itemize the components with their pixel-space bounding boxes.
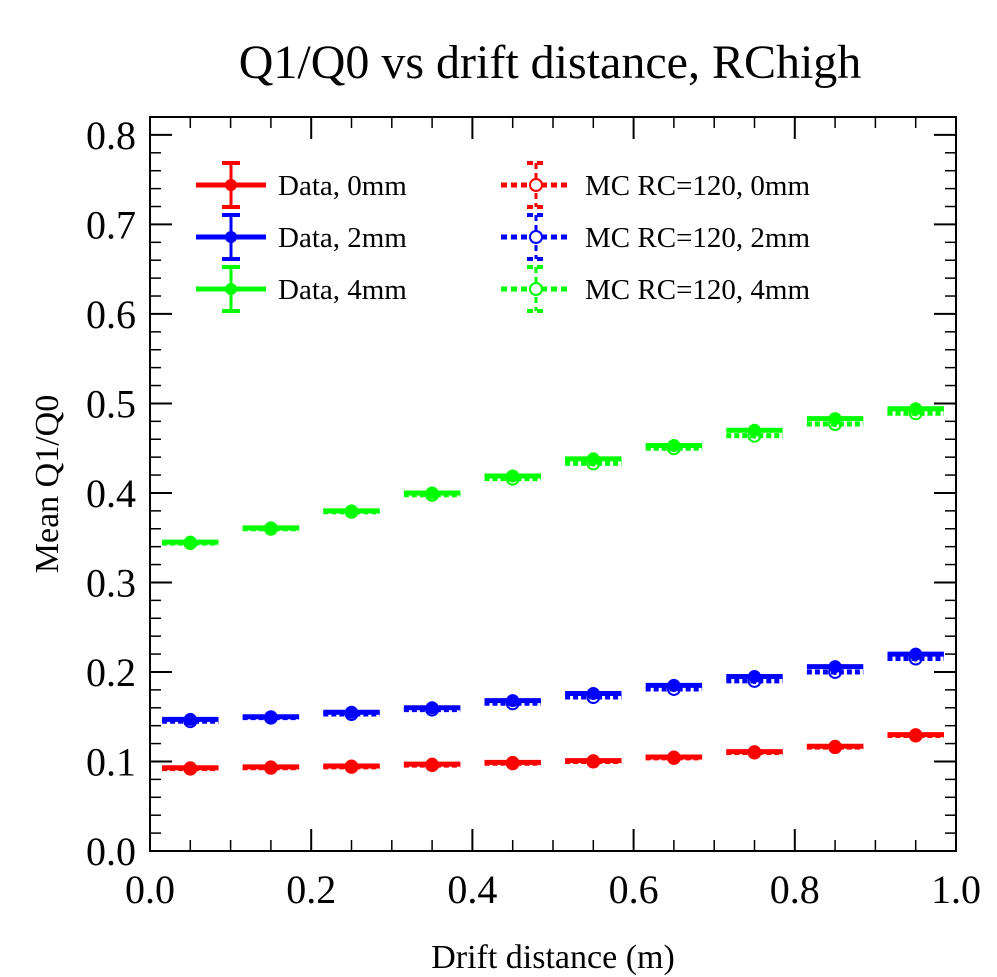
data-point	[828, 664, 843, 679]
series-5	[162, 406, 944, 551]
y-tick-label: 0.2	[86, 650, 136, 695]
x-tick-label: 0.4	[447, 867, 497, 912]
data-point	[344, 707, 359, 722]
data-point	[908, 728, 923, 743]
legend-marker	[529, 282, 543, 296]
x-tick-label: 0.8	[770, 867, 820, 912]
data-point	[425, 702, 440, 717]
data-point	[344, 504, 359, 519]
legend-entry: MC RC=120, 2mm	[501, 213, 810, 261]
data-point	[263, 710, 278, 725]
data-point	[505, 756, 520, 771]
chart-title: Q1/Q0 vs drift distance, RChigh	[239, 36, 862, 89]
data-point	[747, 673, 762, 688]
data-point	[666, 441, 681, 456]
legend-marker	[225, 179, 237, 191]
series-3	[162, 728, 944, 776]
legend-label: MC RC=120, 0mm	[585, 170, 810, 202]
legend-label: MC RC=120, 4mm	[585, 274, 810, 306]
y-tick-label: 0.6	[86, 292, 136, 337]
data-point	[505, 471, 520, 486]
data-point	[828, 417, 843, 432]
y-tick-label: 0.5	[86, 381, 136, 426]
data-point	[183, 761, 198, 776]
data-point	[344, 759, 359, 774]
x-tick-label: 0.0	[125, 867, 175, 912]
legend-entry: MC RC=120, 0mm	[501, 161, 810, 209]
data-point	[586, 456, 601, 471]
y-tick-label: 0.0	[86, 829, 136, 874]
legend-label: MC RC=120, 2mm	[585, 222, 810, 254]
x-axis-label: Drift distance (m)	[431, 939, 675, 976]
data-point	[505, 696, 520, 711]
y-tick-label: 0.3	[86, 560, 136, 605]
x-tick-label: 0.6	[609, 867, 659, 912]
data-point	[263, 760, 278, 775]
data-point	[747, 428, 762, 443]
data-point	[425, 487, 440, 502]
data-point	[908, 651, 923, 666]
y-tick-label: 0.4	[86, 471, 136, 516]
y-tick-label: 0.7	[86, 202, 136, 247]
legend-label: Data, 4mm	[278, 274, 407, 306]
legend-entry: Data, 2mm	[196, 213, 407, 261]
y-tick-label: 0.8	[86, 113, 136, 158]
axes: 0.0 0.2 0.4 0.6 0.8 1.0 0.0 0.1 0.2 0.3 0.4 0.5 0.6 0…	[86, 113, 981, 912]
data-point	[747, 745, 762, 760]
data-point	[666, 750, 681, 765]
legend-entry: MC RC=120, 4mm	[501, 265, 810, 313]
series-layer	[162, 402, 944, 776]
data-point	[828, 740, 843, 755]
legend-label: Data, 2mm	[278, 222, 407, 254]
data-point	[666, 681, 681, 696]
data-point	[425, 758, 440, 773]
data-point	[183, 536, 198, 551]
legend-marker	[529, 230, 543, 244]
legend-marker	[225, 283, 237, 295]
legend-marker	[529, 178, 543, 192]
data-point	[586, 754, 601, 769]
series-1	[162, 647, 944, 726]
x-tick-label: 0.2	[286, 867, 336, 912]
legend-entry: Data, 0mm	[196, 161, 407, 209]
data-point	[586, 690, 601, 705]
series-4	[162, 651, 944, 729]
x-tick-label: 1.0	[931, 867, 981, 912]
data-point	[908, 406, 923, 421]
y-tick-label: 0.1	[86, 739, 136, 784]
legend-label: Data, 0mm	[278, 170, 407, 202]
legend-entry: Data, 4mm	[196, 265, 407, 313]
data-point	[183, 714, 198, 729]
legend-marker	[225, 231, 237, 243]
data-point	[263, 521, 278, 536]
legend: Data, 0mm Data, 2mm Data, 4mm MC RC=120, 0m…	[196, 161, 810, 313]
y-axis-label: Mean Q1/Q0	[29, 395, 66, 573]
